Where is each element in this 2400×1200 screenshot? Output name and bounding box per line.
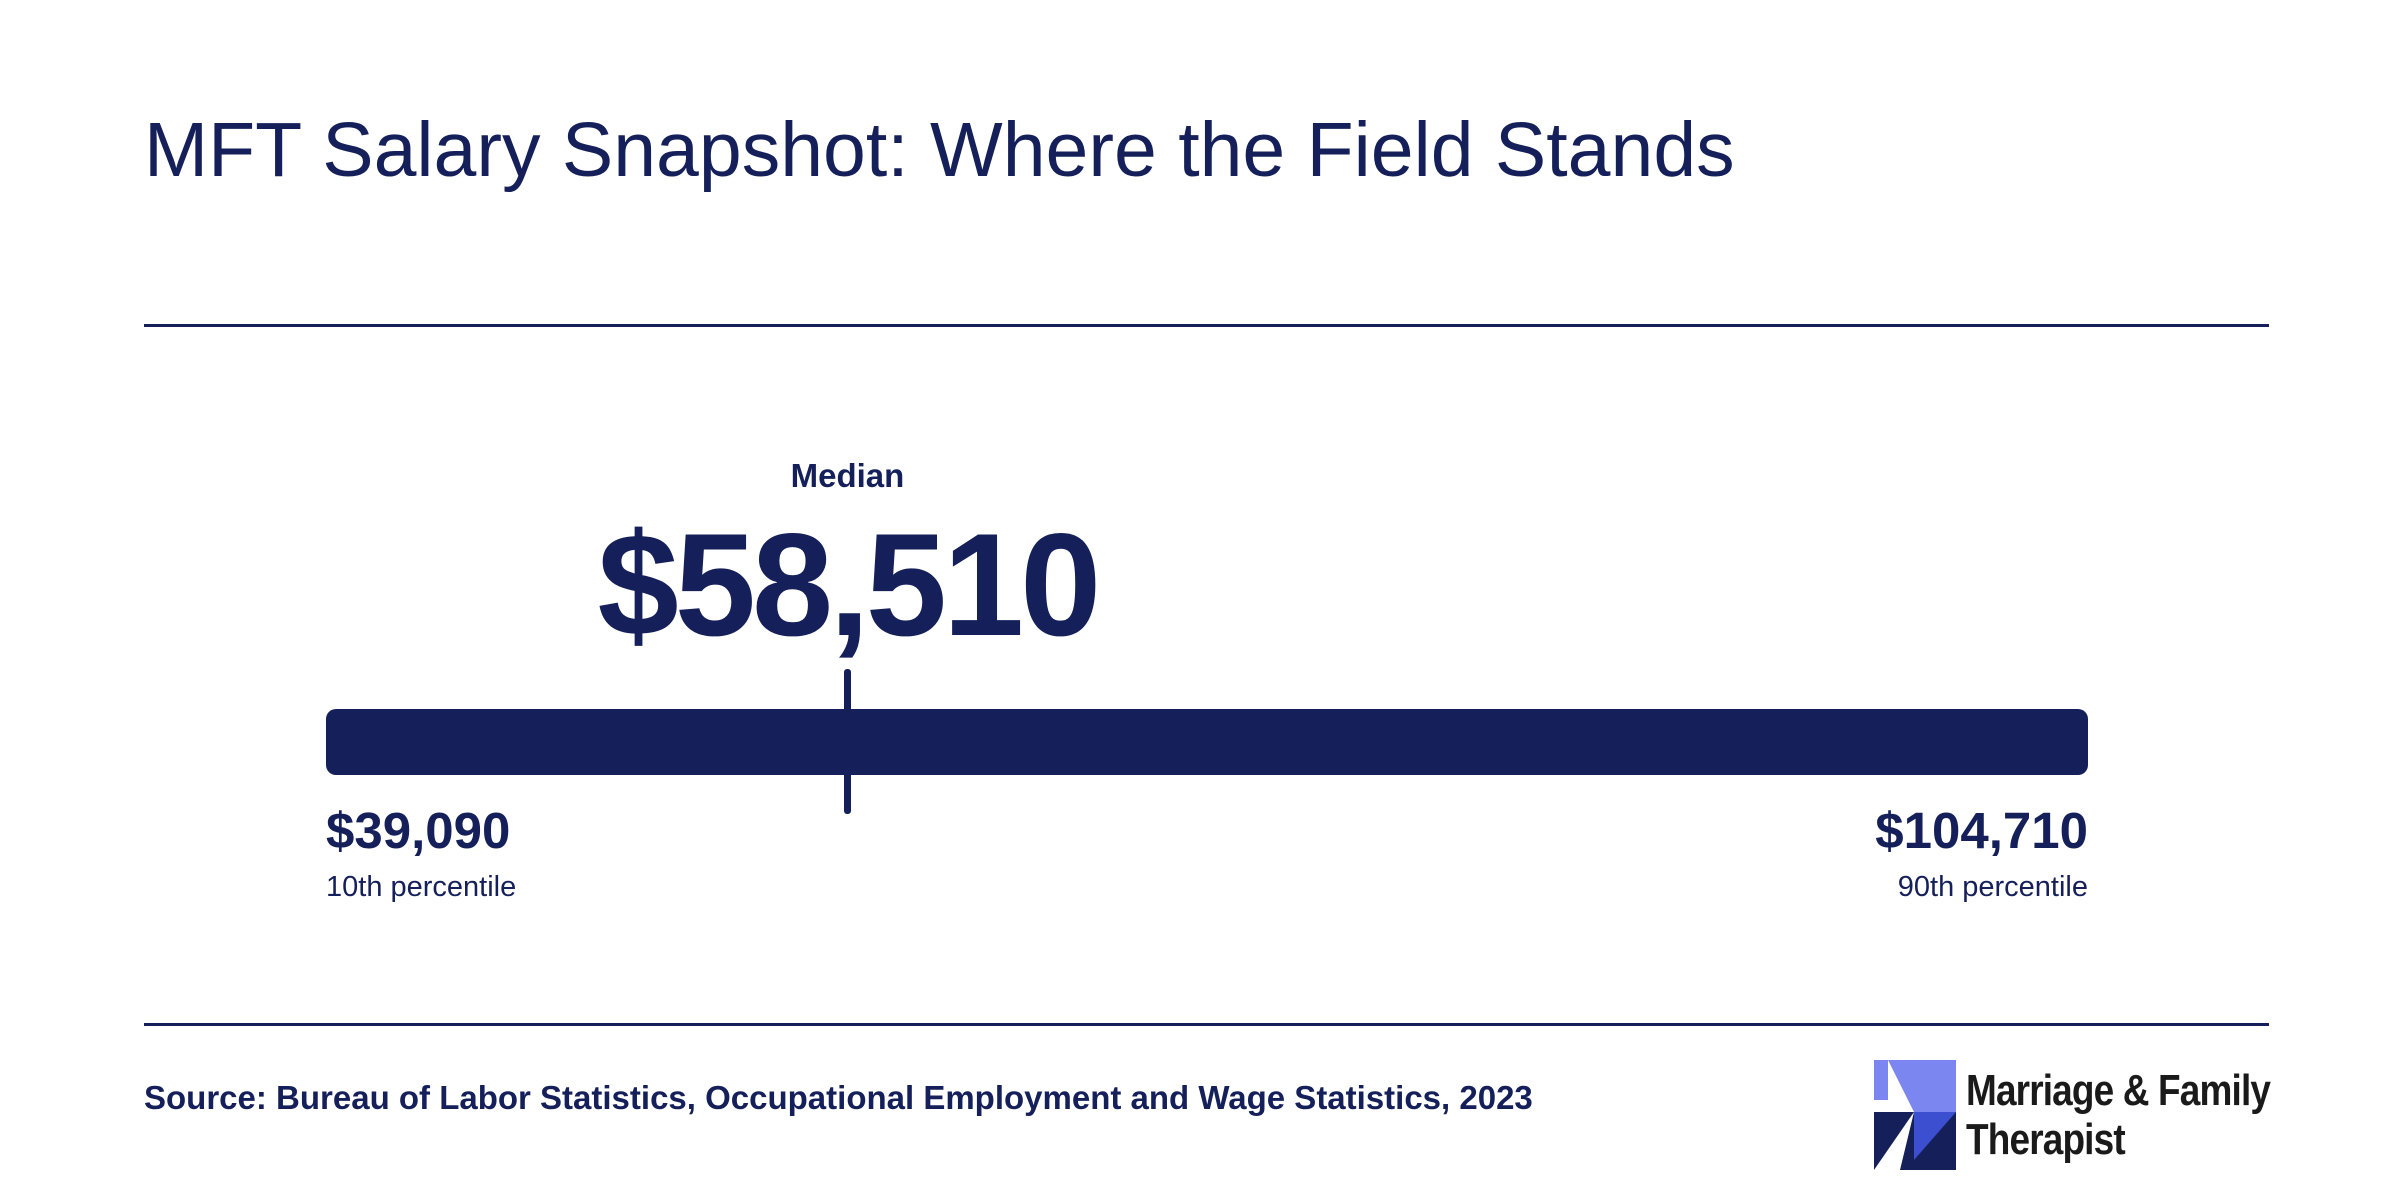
salary-range-bar [326, 709, 2088, 775]
median-marker [843, 669, 851, 814]
source-note: Source: Bureau of Labor Statistics, Occu… [144, 1079, 1533, 1116]
page-title: MFT Salary Snapshot: Where the Field Sta… [144, 107, 1735, 193]
top-divider [144, 324, 2269, 327]
brand-logo: Marriage & Family Therapist [1874, 1060, 2274, 1170]
logo-text: Marriage & Family Therapist [1966, 1066, 2271, 1164]
median-label: Median [790, 457, 905, 494]
max-value: $104,710 [1875, 802, 2088, 859]
median-value: $58,510 [597, 503, 1102, 666]
max-label: 90th percentile [1897, 871, 2088, 903]
min-value: $39,090 [326, 802, 511, 859]
bottom-divider [144, 1023, 2269, 1026]
logo-mark-icon [1874, 1060, 1956, 1170]
logo-line-2: Therapist [1966, 1115, 2126, 1164]
min-label: 10th percentile [326, 871, 517, 903]
logo-line-1: Marriage & Family [1966, 1066, 2271, 1115]
